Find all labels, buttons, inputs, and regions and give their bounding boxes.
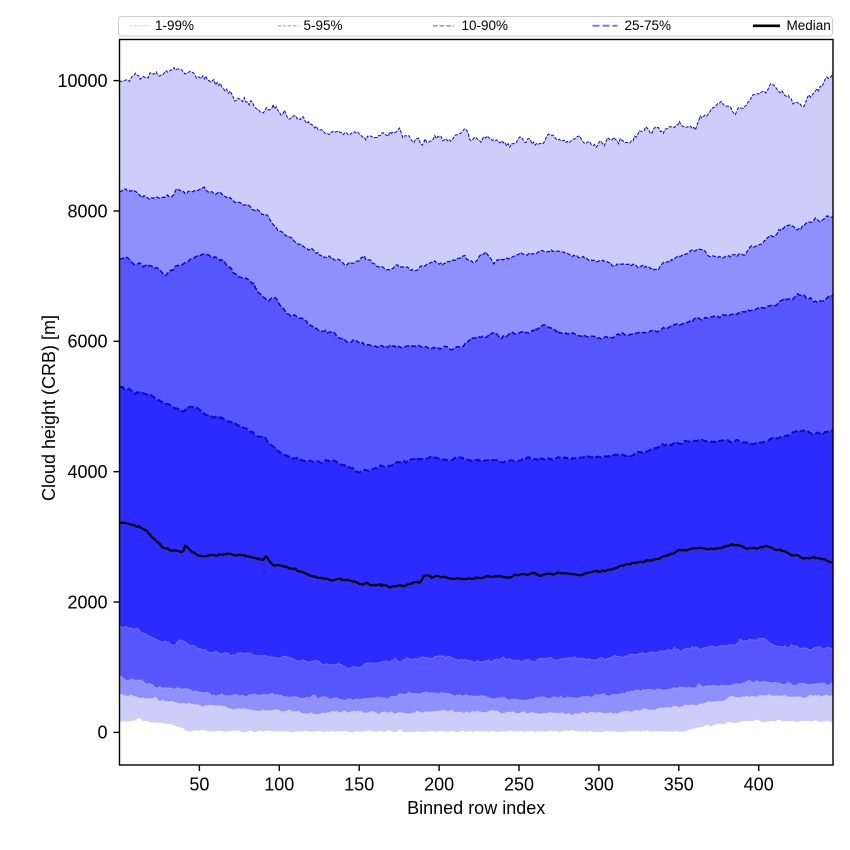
svg-text:10-90%: 10-90% — [462, 18, 509, 33]
svg-text:400: 400 — [744, 775, 774, 795]
svg-text:8000: 8000 — [67, 201, 107, 221]
svg-text:Binned row index: Binned row index — [407, 798, 545, 818]
svg-text:0: 0 — [97, 723, 107, 743]
svg-text:Cloud height (CRB) [m]: Cloud height (CRB) [m] — [39, 315, 59, 501]
svg-text:6000: 6000 — [67, 332, 107, 352]
svg-text:200: 200 — [424, 775, 454, 795]
svg-text:50: 50 — [189, 775, 209, 795]
svg-text:150: 150 — [344, 775, 374, 795]
svg-text:4000: 4000 — [67, 462, 107, 482]
svg-text:1-99%: 1-99% — [155, 18, 194, 33]
svg-text:2000: 2000 — [67, 592, 107, 612]
svg-text:25-75%: 25-75% — [625, 18, 672, 33]
svg-text:100: 100 — [264, 775, 294, 795]
svg-text:Median: Median — [787, 18, 831, 33]
svg-text:300: 300 — [584, 775, 614, 795]
svg-text:250: 250 — [504, 775, 534, 795]
svg-text:350: 350 — [664, 775, 694, 795]
svg-text:5-95%: 5-95% — [304, 18, 343, 33]
svg-text:10000: 10000 — [57, 71, 107, 91]
